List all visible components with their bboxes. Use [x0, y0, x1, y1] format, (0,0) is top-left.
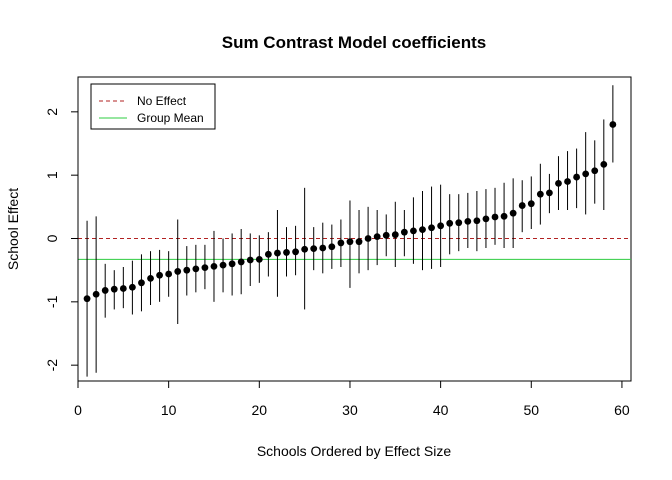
- data-point: [364, 235, 372, 242]
- legend-box: [90, 83, 216, 130]
- data-point: [210, 262, 218, 270]
- data-point: [174, 268, 182, 275]
- data-point: [419, 226, 426, 234]
- data-point: [110, 285, 118, 293]
- data-point: [192, 265, 200, 273]
- data-point: [555, 180, 562, 187]
- x-tick-label: 60: [614, 402, 630, 418]
- data-point: [527, 200, 535, 208]
- data-point: [464, 218, 472, 225]
- y-tick-label: -2: [44, 359, 60, 372]
- data-point: [437, 222, 445, 230]
- data-point: [546, 189, 553, 197]
- reference-lines: [78, 238, 631, 260]
- data-point: [228, 260, 236, 268]
- data-point: [355, 238, 363, 246]
- data-point: [246, 256, 254, 264]
- data-point: [328, 243, 336, 251]
- x-tick-label: 10: [161, 402, 177, 418]
- data-point: [509, 209, 517, 217]
- legend-label-no-effect: No Effect: [137, 94, 187, 108]
- data-point: [237, 258, 245, 266]
- data-point: [165, 270, 173, 278]
- data-point: [147, 275, 154, 282]
- data-point: [201, 264, 209, 272]
- data-point: [591, 167, 599, 175]
- data-point: [283, 249, 290, 256]
- x-tick-label: 0: [74, 402, 82, 418]
- x-axis-label: Schools Ordered by Effect Size: [257, 443, 451, 459]
- x-axis: 0 10 20 30 40 50 60: [74, 380, 630, 418]
- data-point: [101, 287, 109, 294]
- data-point: [400, 228, 408, 236]
- data-point: [337, 239, 345, 247]
- data-point: [292, 248, 299, 256]
- y-axis: -2 -1 0 1 2: [44, 108, 79, 372]
- data-point: [264, 250, 272, 258]
- data-point: [564, 178, 571, 185]
- data-point: [274, 249, 281, 257]
- data-point: [310, 245, 318, 253]
- data-point: [92, 290, 100, 298]
- data-point: [373, 233, 381, 241]
- data-point: [473, 217, 481, 225]
- x-tick-label: 30: [342, 402, 358, 418]
- data-point: [428, 224, 435, 232]
- data-point: [573, 173, 581, 181]
- data-point: [582, 170, 590, 178]
- data-point: [219, 261, 227, 269]
- chart-title: Sum Contrast Model coefficients: [222, 33, 486, 52]
- data-point: [156, 271, 163, 279]
- data-point: [128, 283, 136, 291]
- data-point: [255, 256, 263, 263]
- data-point: [446, 219, 454, 227]
- legend-label-group-mean: Group Mean: [137, 111, 204, 125]
- data-point: [119, 285, 127, 292]
- data-point: [536, 190, 544, 198]
- y-tick-label: 2: [44, 108, 60, 116]
- data-point: [391, 231, 399, 239]
- data-point: [455, 219, 463, 227]
- data-point: [319, 244, 327, 252]
- legend: No Effect Group Mean: [90, 83, 216, 130]
- data-point: [518, 202, 526, 209]
- y-axis-label: School Effect: [5, 188, 21, 270]
- x-tick-label: 50: [523, 402, 539, 418]
- data-points: [83, 121, 617, 303]
- x-tick-label: 20: [252, 402, 268, 418]
- data-point: [482, 215, 490, 223]
- y-tick-label: -1: [44, 295, 60, 308]
- data-point: [600, 161, 608, 168]
- data-point: [346, 238, 354, 246]
- y-tick-label: 0: [44, 234, 60, 242]
- data-point: [410, 227, 417, 235]
- x-tick-label: 40: [433, 402, 449, 418]
- data-point: [491, 213, 499, 221]
- data-point: [500, 212, 508, 220]
- data-point: [183, 266, 191, 274]
- y-tick-label: 1: [44, 171, 60, 179]
- data-point: [301, 245, 309, 253]
- data-point: [609, 121, 617, 128]
- data-point: [83, 295, 91, 303]
- data-point: [382, 231, 390, 239]
- data-point: [138, 279, 145, 287]
